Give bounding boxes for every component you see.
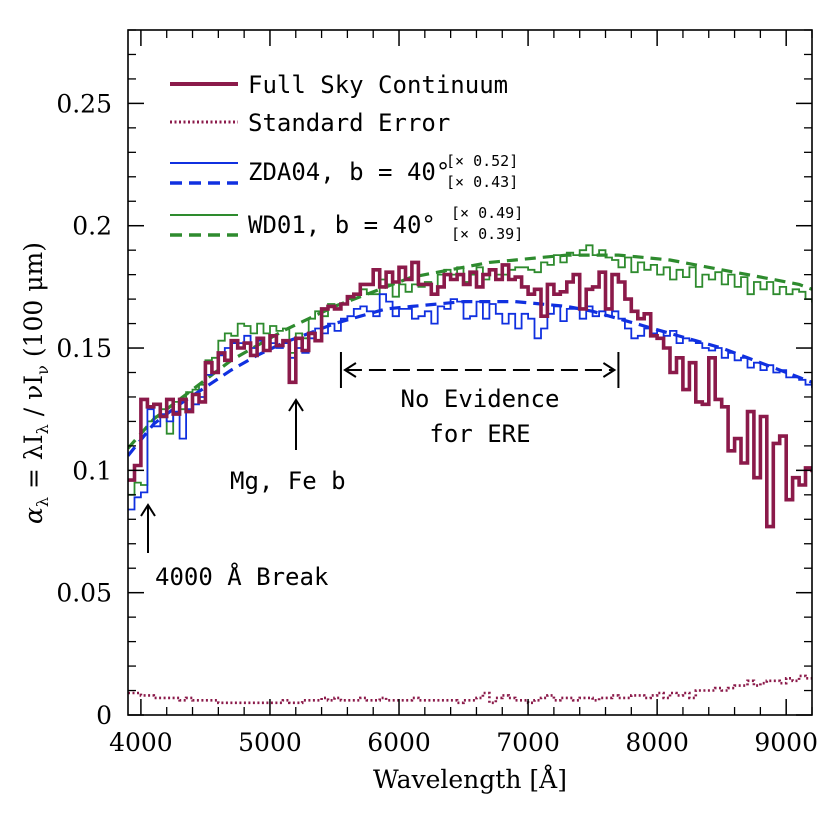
x-tick-label: 9000 [754, 728, 818, 757]
series-line-0 [128, 260, 812, 529]
x-tick-label: 6000 [367, 728, 431, 757]
y-tick-label: 0.25 [56, 89, 112, 118]
legend-scale-wd01-model: [× 0.49] [451, 204, 523, 222]
x-tick-label: 7000 [496, 728, 560, 757]
annotation-4000-break: 4000 Å Break [155, 562, 329, 591]
y-tick-label: 0.2 [72, 212, 112, 241]
legend-label-full-sky: Full Sky Continuum [248, 71, 508, 99]
break-arrow-head [140, 503, 156, 517]
legend-label-zda04: ZDA04, b = 40° [248, 158, 450, 186]
series-line-3 [128, 300, 812, 457]
y-label-alpha: α [19, 507, 48, 524]
y-label-sub-nu: ν [33, 365, 52, 375]
legend: Full Sky Continuum Standard Error ZDA04,… [170, 71, 523, 243]
legend-label-wd01: WD01, b = 40° [248, 211, 436, 239]
annotation-ere-line1: No Evidence [401, 385, 560, 413]
ere-right-head [602, 362, 617, 378]
series-line-1 [128, 674, 812, 705]
y-label-unit: (100 μm) [19, 242, 48, 365]
y-axis-label: αλ = λIλ / νIν (100 μm) [19, 242, 52, 524]
plot-curves [128, 244, 812, 705]
plot-frame [127, 29, 813, 716]
y-label-sub-lambda-2: λ [33, 424, 52, 434]
legend-scale-wd01-fit: [× 0.39] [451, 225, 523, 243]
x-axis-label: Wavelength [Å] [373, 764, 567, 794]
axis-ticks: 4000 5000 6000 7000 8000 9000 0 0.05 0.1 0.15 0.2 0… [56, 29, 818, 757]
annotation-arrows [140, 352, 620, 553]
legend-scale-zda04-model: [× 0.52] [446, 152, 518, 170]
y-tick-label: 0.1 [72, 456, 112, 485]
series-line-5 [128, 253, 812, 450]
legend-label-standard-error: Standard Error [248, 109, 450, 137]
y-label-mid-2: / νI [19, 375, 48, 424]
mgfe-arrow-head [288, 398, 304, 412]
annotation-mg-fe-b: Mg, Fe b [230, 467, 346, 495]
y-tick-label: 0.15 [56, 334, 112, 363]
x-tick-label: 4000 [109, 728, 173, 757]
y-label-sub-lambda: λ [33, 497, 52, 507]
y-tick-label: 0.05 [56, 579, 112, 608]
ere-left-head [343, 362, 357, 378]
annotations: 4000 Å Break Mg, Fe b No Evidence for ER… [140, 352, 620, 591]
y-label-mid: = λI [19, 434, 48, 497]
x-tick-label: 5000 [238, 728, 302, 757]
legend-scale-zda04-fit: [× 0.43] [446, 173, 518, 191]
series-line-2 [128, 293, 812, 511]
legend-swatches [170, 82, 238, 237]
annotation-ere-line2: for ERE [429, 420, 530, 448]
x-tick-label: 8000 [625, 728, 689, 757]
y-tick-label: 0 [96, 701, 112, 730]
